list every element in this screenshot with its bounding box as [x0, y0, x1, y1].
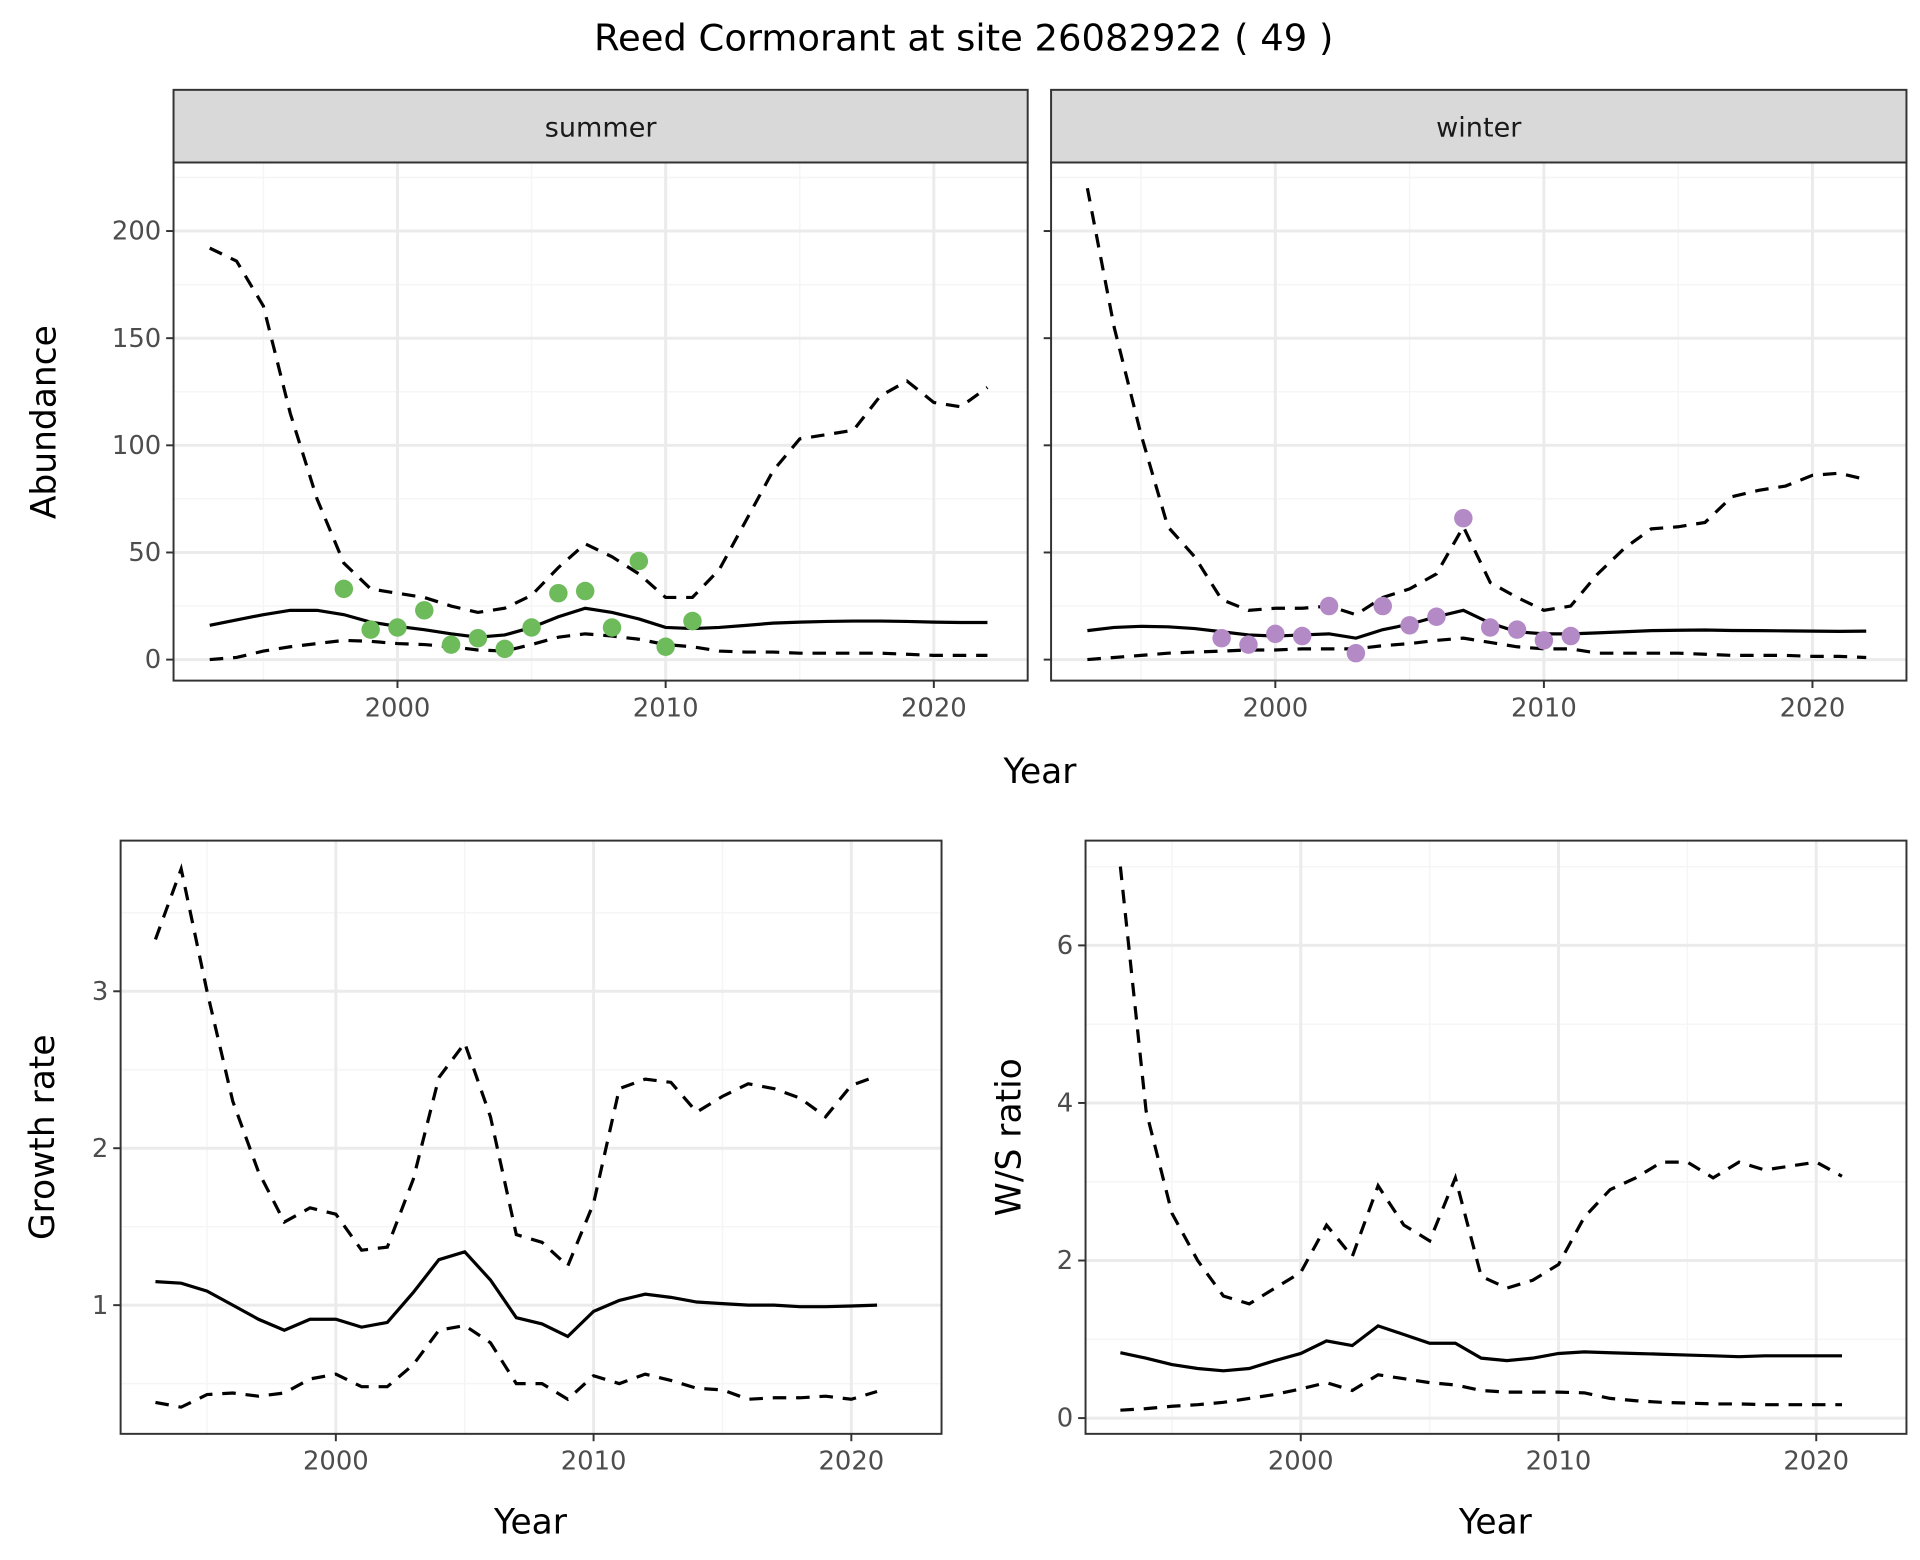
- lower-bound-line: [209, 632, 988, 662]
- panel-border: [1084, 839, 1908, 1435]
- observed-point: [441, 635, 461, 654]
- x-tick-label: 2010: [1511, 693, 1577, 723]
- y-tick-label: 2: [92, 1134, 108, 1164]
- facet-strip-label: summer: [545, 113, 658, 144]
- observed-point: [656, 637, 675, 656]
- observed-point: [1266, 624, 1285, 644]
- y-axis-title: W/S ratio: [989, 1058, 1029, 1216]
- lower-bound-line: [1120, 1373, 1842, 1412]
- y-tick-label: 200: [112, 217, 161, 247]
- panel-winter: 2000 2010 2020 winter: [1043, 88, 1908, 723]
- lower-bound-line: [155, 1323, 878, 1409]
- panel-ws-ratio: 2000 2010 2020 0 2 4 6: [1057, 839, 1908, 1477]
- x-axis-title: Year: [493, 1503, 568, 1543]
- observed-point: [1373, 596, 1392, 616]
- y-tick-label: 0: [145, 645, 161, 675]
- observed-point: [1427, 607, 1446, 626]
- upper-bound-line: [153, 863, 878, 1269]
- observed-point: [334, 579, 354, 599]
- observed-point: [1400, 616, 1419, 635]
- observed-point: [1480, 618, 1500, 637]
- observed-point: [1561, 626, 1580, 646]
- x-axis-title: Year: [1003, 752, 1078, 792]
- mean-line: [1120, 1324, 1842, 1373]
- mean-line: [209, 606, 988, 639]
- y-axis-title: Growth rate: [23, 1034, 63, 1240]
- observed-point: [388, 618, 407, 637]
- panel-border: [172, 161, 1029, 682]
- panel-growth-rate: 2000 2010 2020 1 2 3: [92, 839, 943, 1477]
- y-tick-label: 50: [128, 538, 161, 568]
- observed-point: [1534, 631, 1554, 650]
- observed-point: [415, 601, 434, 620]
- panel-border: [119, 839, 943, 1435]
- observed-point: [575, 581, 595, 601]
- x-tick-label: 2020: [1780, 693, 1846, 723]
- y-tick-label: 3: [92, 977, 108, 1007]
- observed-point: [1212, 628, 1231, 648]
- mean-line: [155, 1249, 878, 1339]
- mean-line: [1087, 608, 1867, 640]
- y-tick-label: 2: [1057, 1246, 1073, 1276]
- facet-strip: [1050, 88, 1908, 164]
- y-tick-label: 6: [1057, 931, 1073, 961]
- observed-point: [361, 620, 380, 639]
- figure-title: Reed Cormorant at site 26082922 ( 49 ): [594, 16, 1333, 59]
- x-tick-label: 2000: [303, 1447, 369, 1477]
- observed-point: [1507, 620, 1527, 639]
- upper-bound-line: [1118, 866, 1843, 1306]
- observed-point: [1239, 635, 1258, 654]
- x-tick-label: 2020: [818, 1447, 884, 1477]
- x-tick-label: 2010: [561, 1447, 627, 1477]
- x-tick-label: 2010: [1526, 1447, 1592, 1477]
- x-tick-label: 2020: [901, 693, 967, 723]
- observed-point: [602, 618, 622, 637]
- observed-point: [1346, 643, 1366, 663]
- x-tick-label: 2020: [1783, 1447, 1849, 1477]
- y-tick-label: 4: [1057, 1089, 1073, 1119]
- y-tick-label: 0: [1057, 1404, 1073, 1434]
- observed-point: [629, 551, 649, 571]
- panel-summer: 2000 2010 2020 0 50 100 150 200 summer: [112, 88, 1029, 723]
- x-tick-label: 2000: [1242, 693, 1308, 723]
- y-tick-label: 150: [112, 324, 161, 354]
- y-tick-label: 1: [92, 1291, 108, 1321]
- panel-border: [1050, 161, 1908, 682]
- y-tick-label: 100: [112, 431, 161, 461]
- observed-point: [468, 628, 488, 648]
- observed-point: [495, 639, 514, 659]
- upper-bound-line: [1085, 187, 1867, 617]
- x-tick-label: 2000: [1268, 1447, 1334, 1477]
- x-tick-label: 2010: [633, 693, 699, 723]
- x-tick-label: 2000: [365, 693, 431, 723]
- y-axis-title: Abundance: [24, 325, 64, 519]
- observed-point: [683, 611, 702, 631]
- upper-bound-line: [209, 246, 989, 615]
- observed-point: [1319, 596, 1339, 616]
- observed-point: [1454, 508, 1473, 528]
- x-axis-title: Year: [1458, 1503, 1533, 1543]
- observed-point: [1292, 626, 1312, 646]
- lower-bound-line: [1087, 636, 1867, 662]
- observed-point: [522, 618, 541, 637]
- facet-strip: [172, 88, 1029, 164]
- facet-strip-label: winter: [1436, 113, 1522, 144]
- observed-point: [549, 583, 568, 603]
